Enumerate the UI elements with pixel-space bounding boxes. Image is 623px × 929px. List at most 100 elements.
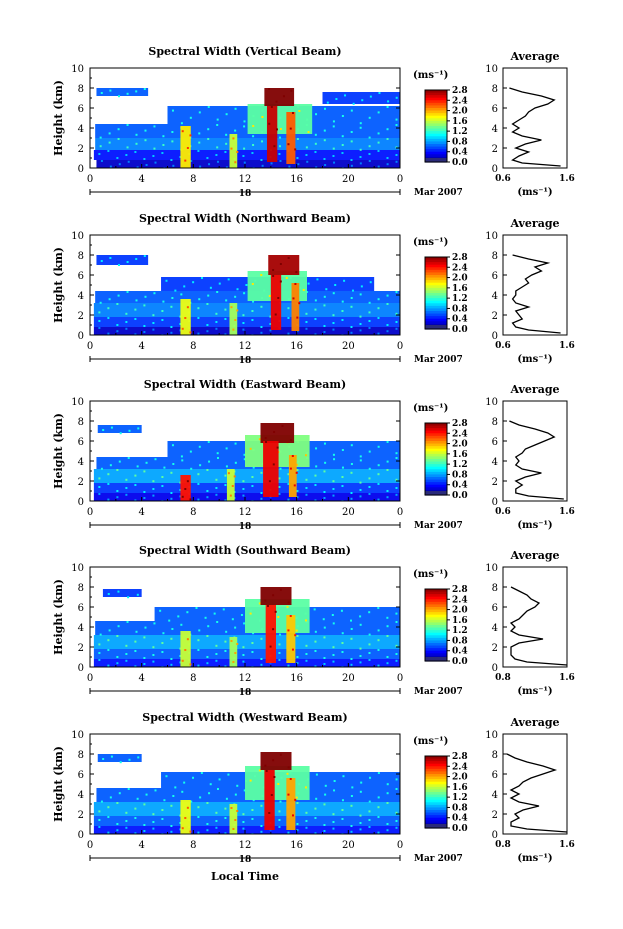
heatmap-speckle [332, 125, 335, 128]
heatmap-speckle [269, 315, 272, 318]
heatmap-speckle [98, 652, 101, 654]
heatmap-speckle [107, 649, 110, 651]
heatmap-speckle [350, 497, 353, 500]
heatmap-speckle [117, 264, 120, 266]
heatmap-speckle [272, 275, 275, 277]
heatmap-speckle [135, 90, 138, 93]
heatmap-speckle [197, 639, 200, 642]
heatmap-speckle [107, 593, 110, 595]
heatmap-speckle [98, 486, 101, 488]
heatmap-speckle [305, 644, 308, 647]
heatmap-speckle [153, 622, 156, 625]
heatmap-speckle [234, 107, 237, 110]
heatmap-speckle [230, 306, 233, 309]
heatmap-speckle [377, 649, 380, 651]
heatmap-speckle [144, 139, 147, 142]
heatmap-speckle [102, 429, 105, 431]
heatmap-speckle [395, 452, 398, 455]
colorbar-step [425, 451, 447, 455]
heatmap-speckle [125, 659, 128, 662]
heatmap-speckle [152, 821, 155, 823]
colorbar-step [425, 441, 447, 445]
colorbar-tick-label: 0.4 [452, 647, 468, 657]
heatmap-speckle [306, 160, 309, 163]
heatmap-speckle [116, 829, 119, 832]
heatmap-speckle [377, 806, 380, 809]
heatmap-speckle [179, 647, 182, 650]
heatmap-speckle [269, 323, 272, 325]
heatmap-speckle [265, 441, 268, 443]
heatmap-speckle [350, 637, 353, 640]
heatmap-speckle [386, 792, 389, 795]
heatmap-speckle [230, 807, 233, 809]
colorbar-tick-label: 1.2 [452, 626, 468, 636]
colorbar-tick-label: 0.0 [452, 657, 468, 667]
colorbar-step [425, 267, 447, 271]
heatmap-speckle [135, 299, 138, 302]
heatmap-speckle [230, 147, 233, 150]
colorbar-tick-label: 0.8 [452, 304, 468, 314]
heatmap-speckle [332, 654, 335, 656]
heatmap-speckle [264, 764, 267, 767]
heatmap-speckle [377, 464, 380, 467]
colorbar-step [425, 781, 447, 785]
heatmap-speckle [215, 644, 218, 647]
heatmap-speckle [341, 809, 344, 811]
heatmap-speckle [189, 450, 192, 453]
heatmap-speckle [323, 803, 326, 806]
heatmap-speckle [296, 662, 299, 665]
heatmap-speckle [152, 654, 155, 656]
heatmap-speckle [117, 294, 120, 297]
heatmap-speckle [368, 153, 371, 155]
heatmap-speckle [395, 826, 398, 829]
heatmap-speckle [197, 816, 200, 818]
heatmap-speckle [368, 136, 371, 139]
heatmap-speckle [224, 308, 227, 311]
heatmap-region-12 [291, 283, 300, 331]
heatmap-speckle [274, 610, 277, 613]
colorbar-step [425, 479, 447, 483]
colorbar-step [425, 443, 447, 447]
heatmap-region-12 [286, 615, 296, 663]
x-tick-label: 20 [342, 840, 355, 851]
heatmap-speckle [332, 453, 335, 456]
heatmap-speckle [134, 650, 137, 652]
heatmap-speckle [234, 319, 237, 321]
heatmap-speckle [208, 792, 211, 795]
heatmap-speckle [145, 164, 148, 166]
heatmap-speckle [377, 132, 380, 135]
colorbar-step [425, 794, 447, 798]
colorbar-tick-label: 0.4 [452, 481, 468, 491]
heatmap-speckle [332, 827, 335, 830]
heatmap-speckle [170, 326, 173, 328]
heatmap-speckle [332, 322, 335, 324]
heatmap-speckle [368, 311, 371, 314]
heatmap-speckle [230, 640, 233, 642]
heatmap-speckle [179, 495, 182, 498]
heatmap-region-8 [229, 303, 238, 335]
average-x-axis-label: (ms⁻¹) [517, 686, 552, 697]
heatmap-speckle [289, 615, 292, 617]
heatmap-speckle [395, 291, 398, 293]
heatmap-speckle [152, 488, 155, 490]
x-tick-label: 0 [87, 174, 93, 185]
heatmap-speckle [107, 483, 110, 485]
colorbar-tick-label: 2.8 [452, 86, 468, 96]
colorbar-step [425, 601, 447, 606]
heatmap-speckle [197, 307, 200, 310]
heatmap-speckle [186, 806, 189, 809]
heatmap-speckle [143, 830, 146, 832]
heatmap-speckle [107, 150, 110, 152]
colorbar-step [425, 774, 447, 778]
heatmap-speckle [386, 635, 389, 637]
heatmap-speckle [386, 783, 389, 786]
heatmap-speckle [152, 827, 155, 830]
colorbar-step [425, 807, 447, 811]
heatmap-speckle [243, 161, 246, 164]
heatmap-speckle [100, 260, 103, 262]
heatmap-speckle [127, 160, 130, 163]
x-tick-label: 0 [87, 840, 93, 851]
heatmap-speckle [98, 493, 101, 495]
colorbar-step [425, 482, 447, 486]
x-tick-label: 16 [290, 673, 303, 684]
